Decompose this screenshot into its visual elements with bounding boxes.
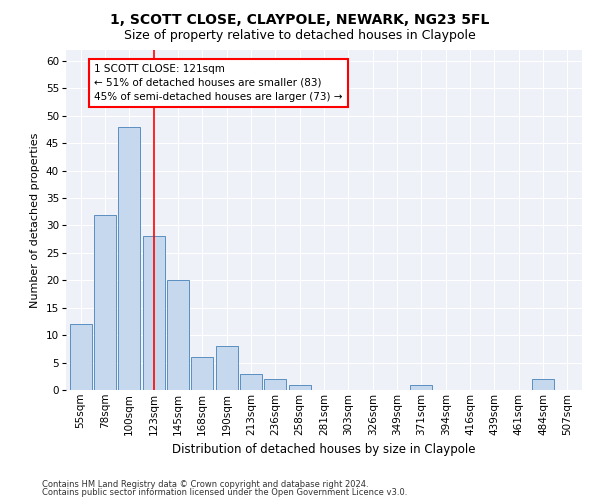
Y-axis label: Number of detached properties: Number of detached properties	[30, 132, 40, 308]
Bar	[215, 346, 238, 390]
X-axis label: Distribution of detached houses by size in Claypole: Distribution of detached houses by size …	[172, 443, 476, 456]
Text: Size of property relative to detached houses in Claypole: Size of property relative to detached ho…	[124, 29, 476, 42]
Text: 1 SCOTT CLOSE: 121sqm
← 51% of detached houses are smaller (83)
45% of semi-deta: 1 SCOTT CLOSE: 121sqm ← 51% of detached …	[94, 64, 343, 102]
Bar	[70, 324, 92, 390]
Text: 1, SCOTT CLOSE, CLAYPOLE, NEWARK, NG23 5FL: 1, SCOTT CLOSE, CLAYPOLE, NEWARK, NG23 5…	[110, 12, 490, 26]
Bar	[265, 379, 286, 390]
Bar	[191, 357, 213, 390]
Bar	[240, 374, 262, 390]
Bar	[289, 384, 311, 390]
Bar	[532, 379, 554, 390]
Bar	[410, 384, 433, 390]
Bar	[118, 127, 140, 390]
Bar	[167, 280, 189, 390]
Bar	[94, 214, 116, 390]
Text: Contains HM Land Registry data © Crown copyright and database right 2024.: Contains HM Land Registry data © Crown c…	[42, 480, 368, 489]
Bar	[143, 236, 164, 390]
Text: Contains public sector information licensed under the Open Government Licence v3: Contains public sector information licen…	[42, 488, 407, 497]
